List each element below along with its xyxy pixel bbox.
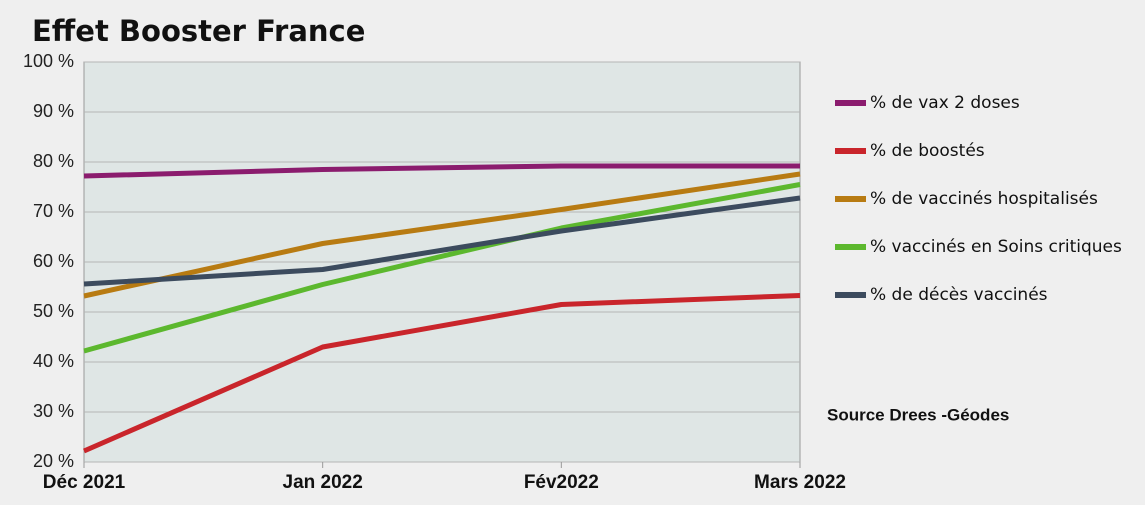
- y-tick-label: 100 %: [23, 51, 74, 71]
- x-tick-label: Déc 2021: [43, 472, 126, 493]
- x-tick-label: Mars 2022: [754, 472, 846, 493]
- source-note: Source Drees -Géodes: [827, 405, 1009, 424]
- series-line: [83, 182, 801, 354]
- x-tick-label: Fév2022: [524, 472, 599, 493]
- x-tick-label: Jan 2022: [283, 472, 363, 493]
- series-line: [83, 195, 801, 287]
- legend-label: % de vaccinés hospitalisés: [870, 189, 1098, 209]
- y-tick-label: 90 %: [33, 101, 74, 121]
- series-line: [83, 171, 801, 299]
- y-tick-label: 50 %: [33, 301, 74, 321]
- chart-title: Effet Booster France: [32, 14, 365, 48]
- legend-label: % de décès vaccinés: [870, 285, 1048, 305]
- y-tick-label: 30 %: [33, 401, 74, 421]
- legend-label: % de vax 2 doses: [870, 93, 1020, 113]
- y-tick-label: 70 %: [33, 201, 74, 221]
- series-line: [83, 163, 800, 179]
- series-line: [83, 293, 801, 454]
- legend-label: % vaccinés en Soins critiques: [870, 237, 1122, 257]
- y-tick-label: 20 %: [33, 451, 74, 471]
- legend-label: % de boostés: [870, 141, 985, 161]
- y-tick-label: 60 %: [33, 251, 74, 271]
- y-tick-label: 80 %: [33, 151, 74, 171]
- y-tick-label: 40 %: [33, 351, 74, 371]
